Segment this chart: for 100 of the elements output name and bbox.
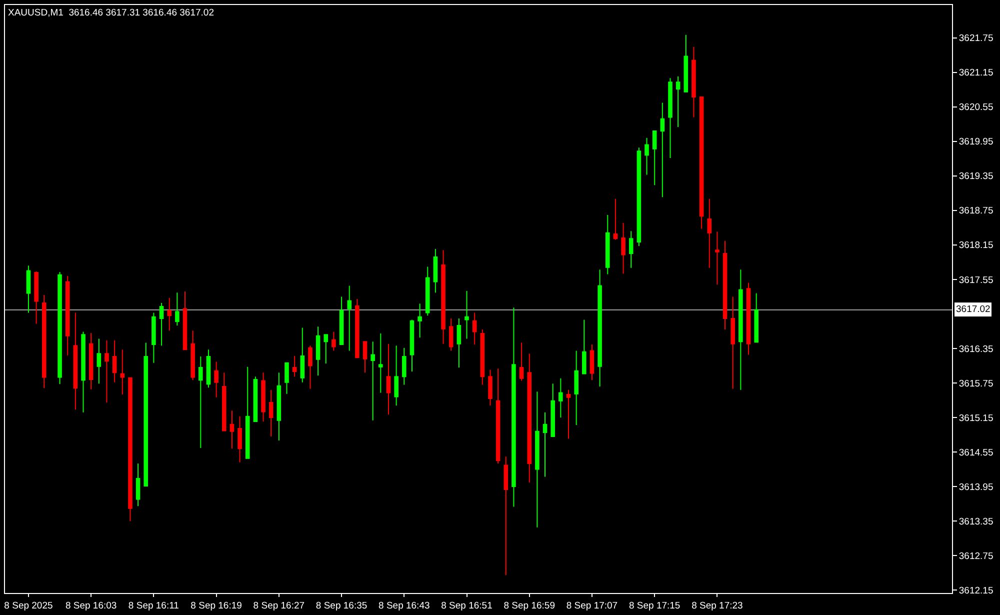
x-tick-label: 8 Sep 16:19: [190, 600, 242, 612]
y-tick-label: 3619.35: [958, 171, 994, 182]
candlestick: [590, 344, 594, 381]
candlestick: [73, 312, 78, 410]
candlestick: [598, 269, 602, 387]
candlestick: [504, 456, 508, 576]
candlestick: [284, 362, 289, 394]
candlestick: [418, 303, 422, 338]
candlestick: [339, 296, 344, 345]
candlestick: [550, 383, 555, 438]
candlestick: [558, 378, 563, 418]
candlestick: [300, 327, 305, 383]
candlestick: [496, 368, 500, 464]
candlestick: [104, 340, 109, 404]
candlestick: [394, 345, 398, 406]
candlestick: [519, 342, 524, 382]
y-tick-label: 3613.95: [958, 482, 994, 493]
x-tick-label: 8 Sep 16:51: [441, 600, 492, 612]
candlestick: [441, 250, 446, 344]
x-tick-label: 8 Sep 16:35: [316, 600, 368, 612]
candlestick: [574, 350, 578, 426]
candlestick: [668, 78, 672, 159]
x-tick-label: 8 Sep 16:27: [253, 600, 305, 612]
y-tick-label: 3613.35: [958, 516, 994, 528]
candlestick: [316, 326, 320, 376]
candlestick: [362, 341, 368, 374]
candlestick: [268, 389, 274, 438]
candlestick: [472, 312, 477, 345]
candlestick: [332, 331, 336, 352]
candlestick: [527, 353, 532, 484]
y-tick-label: 3615.75: [958, 378, 994, 390]
candlestick: [738, 269, 743, 390]
candlestick: [276, 372, 282, 442]
x-tick-label: 8 Sep 17:15: [628, 600, 680, 612]
candlestick: [230, 410, 234, 450]
candlestick: [214, 361, 218, 398]
ref-line-label: 3617.02: [956, 304, 990, 315]
candlestick: [324, 334, 328, 364]
candlestick: [464, 290, 469, 340]
y-tick-label: 3616.35: [958, 344, 994, 355]
candlestick: [42, 294, 46, 389]
candlestick: [692, 46, 696, 118]
candlestick: [707, 198, 712, 268]
candlestick: [245, 366, 250, 459]
candlestick: [355, 298, 360, 358]
candlestick: [628, 230, 634, 268]
candlestick: [58, 271, 62, 385]
candlestick: [167, 297, 172, 332]
candlestick: [190, 330, 195, 381]
candlestick: [261, 372, 266, 422]
candlestick: [660, 102, 665, 198]
candlestick: [238, 416, 242, 463]
candlestick: [159, 302, 164, 346]
candlestick: [34, 270, 38, 324]
candlestick: [456, 318, 462, 368]
candlestick: [715, 231, 720, 286]
candlestick: [292, 355, 297, 378]
x-tick-label: 8 Sep 2025: [4, 600, 53, 612]
candlestick: [112, 340, 117, 383]
x-tick-label: 8 Sep 16:59: [504, 600, 555, 612]
y-tick-label: 3619.95: [958, 136, 994, 148]
candlestick: [402, 347, 406, 386]
candlestick: [699, 96, 704, 230]
y-tick-label: 3620.55: [958, 102, 994, 114]
candlestick: [386, 343, 391, 416]
candlestick: [222, 372, 226, 432]
candlestick: [152, 312, 156, 364]
candlestick: [605, 214, 610, 275]
candlestick: [613, 198, 618, 240]
candlestick: [644, 137, 649, 176]
candlestick: [621, 222, 626, 274]
candlestick: [136, 463, 140, 507]
candlestick: [144, 342, 148, 486]
x-tick-label: 8 Sep 17:23: [692, 600, 743, 612]
candlestick: [65, 275, 70, 356]
candlestick: [684, 34, 688, 92]
candlestick: [370, 341, 375, 421]
candlestick: [433, 248, 438, 294]
candlestick: [81, 331, 86, 413]
candlestick: [754, 292, 758, 343]
candlestick: [512, 307, 516, 508]
y-tick-label: 3621.75: [958, 33, 994, 44]
candlestick: [26, 265, 31, 314]
candlestick: [542, 412, 548, 478]
candlestick: [488, 369, 492, 406]
y-tick-label: 3618.15: [958, 240, 994, 252]
y-tick-label: 3612.75: [958, 550, 994, 562]
candlestick: [253, 376, 258, 422]
candlestick: [730, 296, 735, 390]
candlestick: [566, 389, 571, 440]
x-tick-label: 8 Sep 16:11: [128, 600, 179, 612]
candlestick: [636, 147, 642, 247]
candlestick: [676, 76, 680, 128]
candlestick: [722, 240, 728, 330]
candlestick: [378, 333, 383, 394]
candlestick: [182, 291, 188, 350]
candlestick: [88, 332, 94, 390]
candlestick: [652, 130, 657, 186]
candlestick: [425, 266, 430, 316]
y-tick-label: 3614.55: [958, 447, 994, 458]
